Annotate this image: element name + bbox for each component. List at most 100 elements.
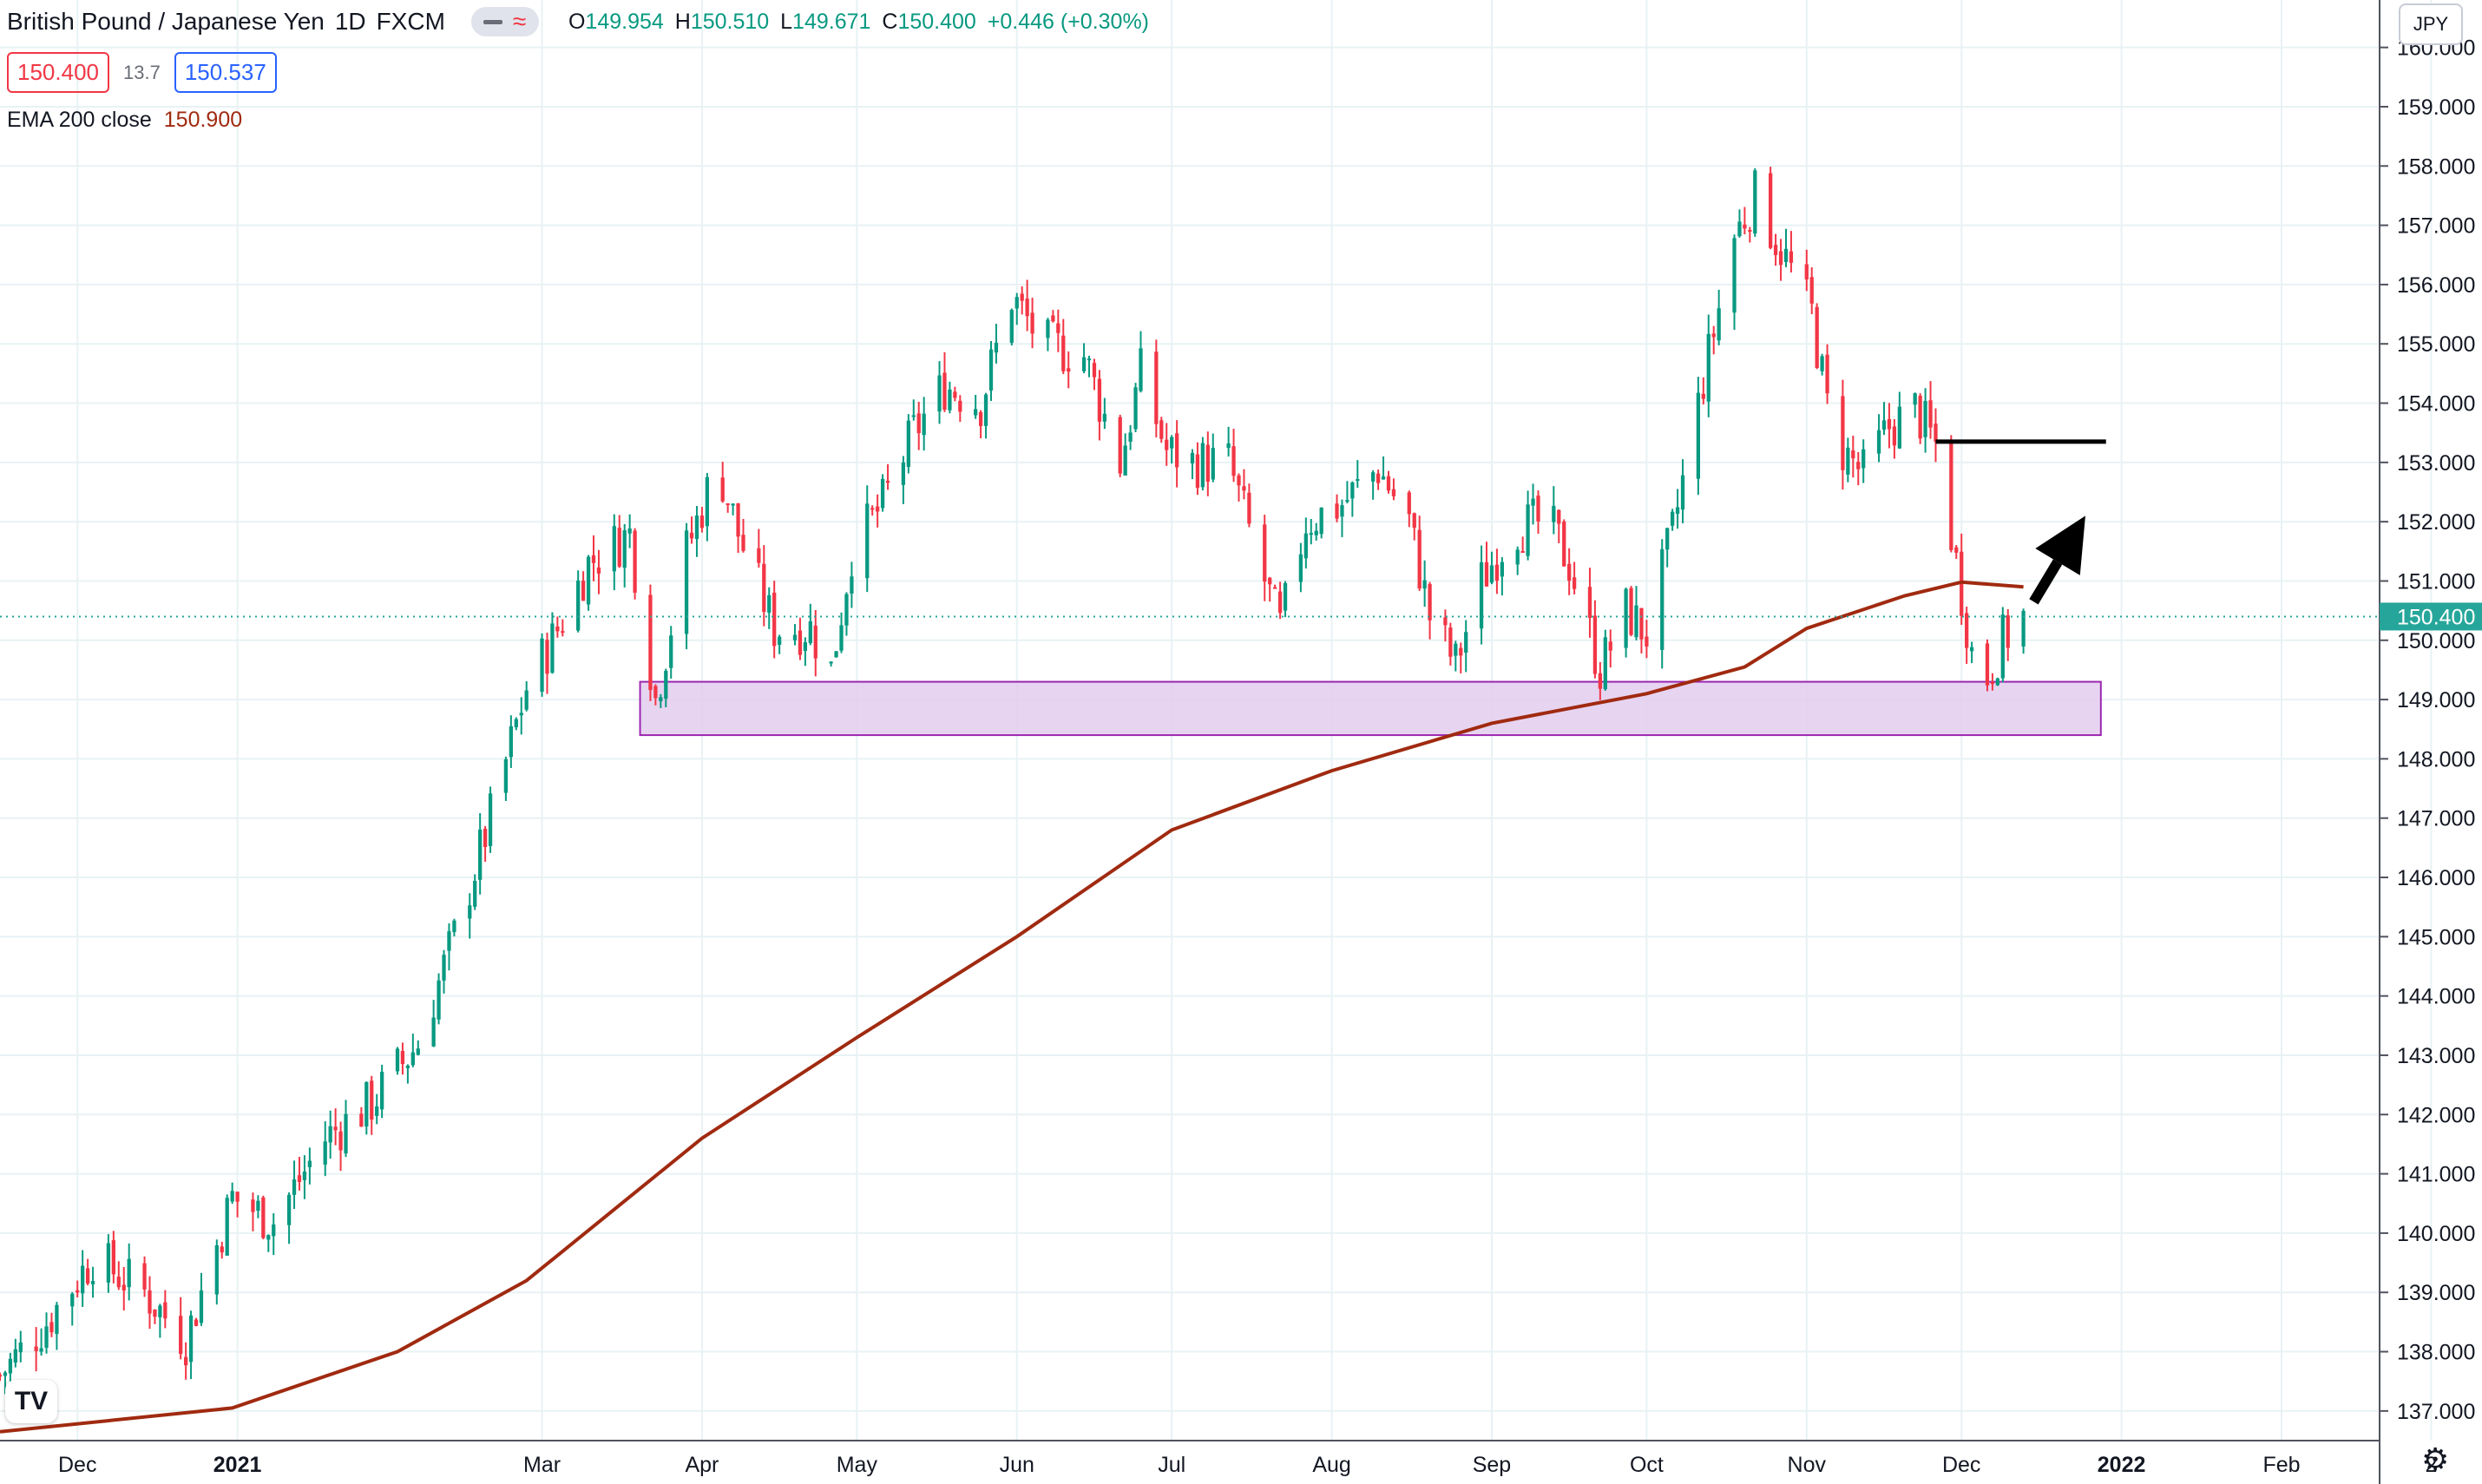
candle-body xyxy=(1165,439,1169,450)
time-tick-label: Apr xyxy=(685,1453,719,1477)
price-tick-label: 153.000 xyxy=(2397,451,2475,476)
tradingview-logo[interactable]: TV xyxy=(5,1380,57,1423)
candle-body xyxy=(148,1290,152,1314)
currency-button[interactable]: JPY xyxy=(2399,3,2463,45)
candle-body xyxy=(2006,615,2010,648)
candle-body xyxy=(699,515,705,529)
candle-body xyxy=(1696,392,1701,479)
candle-body xyxy=(1701,393,1705,399)
candle-body xyxy=(1314,530,1318,535)
candle-body xyxy=(359,1113,364,1127)
candle-body xyxy=(1587,587,1592,618)
candle-body xyxy=(850,576,854,594)
candle-body xyxy=(1309,533,1313,535)
candle-body xyxy=(720,477,725,502)
candle-body xyxy=(885,480,890,483)
sell-price-button[interactable]: 150.400 xyxy=(7,52,109,93)
bid-ask-row: 150.400 13.7 150.537 xyxy=(7,52,277,93)
price-tick-label: 149.000 xyxy=(2397,688,2475,712)
price-tick-label: 145.000 xyxy=(2397,925,2475,949)
candle-body xyxy=(669,635,673,668)
current-price-tag-label: 150.400 xyxy=(2397,605,2475,629)
candle-body xyxy=(452,920,456,933)
candle-body xyxy=(323,1141,327,1165)
candle-body xyxy=(1773,245,1778,255)
time-tick-label: 2 xyxy=(2426,1453,2438,1477)
indicator-legend[interactable]: EMA 200 close 150.900 xyxy=(7,108,242,133)
candle-body xyxy=(1603,637,1607,690)
indicator-value: 150.900 xyxy=(163,108,243,132)
candle-body xyxy=(1345,500,1349,502)
candle-body xyxy=(188,1315,194,1363)
time-tick-label: Jul xyxy=(1158,1453,1185,1477)
candle-body xyxy=(1846,447,1850,475)
candle-body xyxy=(1139,348,1143,391)
low-value: 149.671 xyxy=(792,9,871,34)
candle-body xyxy=(757,548,761,563)
candle-body xyxy=(447,931,451,951)
candle-body xyxy=(1851,450,1855,459)
candle-body xyxy=(380,1072,384,1110)
price-tick-label: 140.000 xyxy=(2397,1222,2475,1246)
time-tick-label: Dec xyxy=(58,1453,96,1477)
candle-body xyxy=(792,634,798,640)
symbol-title[interactable]: British Pound / Japanese Yen xyxy=(7,8,325,35)
candle-body xyxy=(772,592,777,647)
candle-body xyxy=(1030,312,1034,334)
candle-body xyxy=(550,623,555,673)
candle-body xyxy=(292,1179,297,1195)
candle-body xyxy=(906,420,910,467)
settings-gear-icon[interactable]: ⚙ xyxy=(2421,1441,2450,1477)
candle-body xyxy=(1422,580,1427,589)
candle-body xyxy=(694,515,699,540)
visibility-toggle[interactable]: ≈ xyxy=(470,7,539,36)
time-tick-label: Sep xyxy=(1473,1453,1511,1477)
candle-body xyxy=(958,400,962,412)
candle-body xyxy=(1680,475,1685,510)
candle-body xyxy=(1624,588,1628,648)
candle-body xyxy=(1629,588,1633,635)
time-tick-label: Feb xyxy=(2262,1453,2300,1477)
candle-body xyxy=(1231,446,1236,476)
candle-body xyxy=(1211,448,1215,480)
candle-body xyxy=(1237,475,1241,486)
candle-body xyxy=(1386,476,1391,491)
candle-body xyxy=(333,1126,338,1131)
candle-body xyxy=(256,1200,260,1211)
candle-body xyxy=(1459,647,1463,656)
candle-body xyxy=(633,530,637,593)
candle-body xyxy=(1123,445,1127,476)
candle-body xyxy=(1789,251,1794,263)
candle-body xyxy=(1417,529,1422,589)
candle-body xyxy=(1133,387,1138,430)
candle-body xyxy=(1820,356,1824,371)
candle-body xyxy=(865,503,870,579)
candle-body xyxy=(988,349,994,391)
candle-body xyxy=(1051,315,1055,322)
interval-label[interactable]: 1D xyxy=(334,8,366,35)
candle-body xyxy=(524,690,529,710)
candle-body xyxy=(1226,443,1231,449)
candle-body xyxy=(1592,615,1598,674)
price-tick-label: 151.000 xyxy=(2397,569,2475,594)
buy-price-button[interactable]: 150.537 xyxy=(174,52,277,93)
candle-body xyxy=(1949,440,1953,550)
change-value: +0.446 (+0.30%) xyxy=(987,9,1150,34)
candle-body xyxy=(1494,564,1500,581)
candle-body xyxy=(803,642,808,652)
candle-body xyxy=(994,342,999,353)
candle-body xyxy=(1335,503,1339,519)
candle-body xyxy=(1381,476,1386,480)
candle-body xyxy=(375,1106,379,1116)
candle-body xyxy=(983,394,988,426)
high-value: 150.510 xyxy=(690,9,770,34)
candle-body xyxy=(1190,452,1195,464)
candle-body xyxy=(627,528,632,534)
candle-body xyxy=(1965,613,1969,648)
candle-body xyxy=(405,1065,410,1068)
candle-body xyxy=(1665,528,1670,550)
candle-body xyxy=(1934,424,1938,443)
indicator-label: EMA 200 close xyxy=(7,108,152,132)
candle-body xyxy=(1825,354,1829,394)
